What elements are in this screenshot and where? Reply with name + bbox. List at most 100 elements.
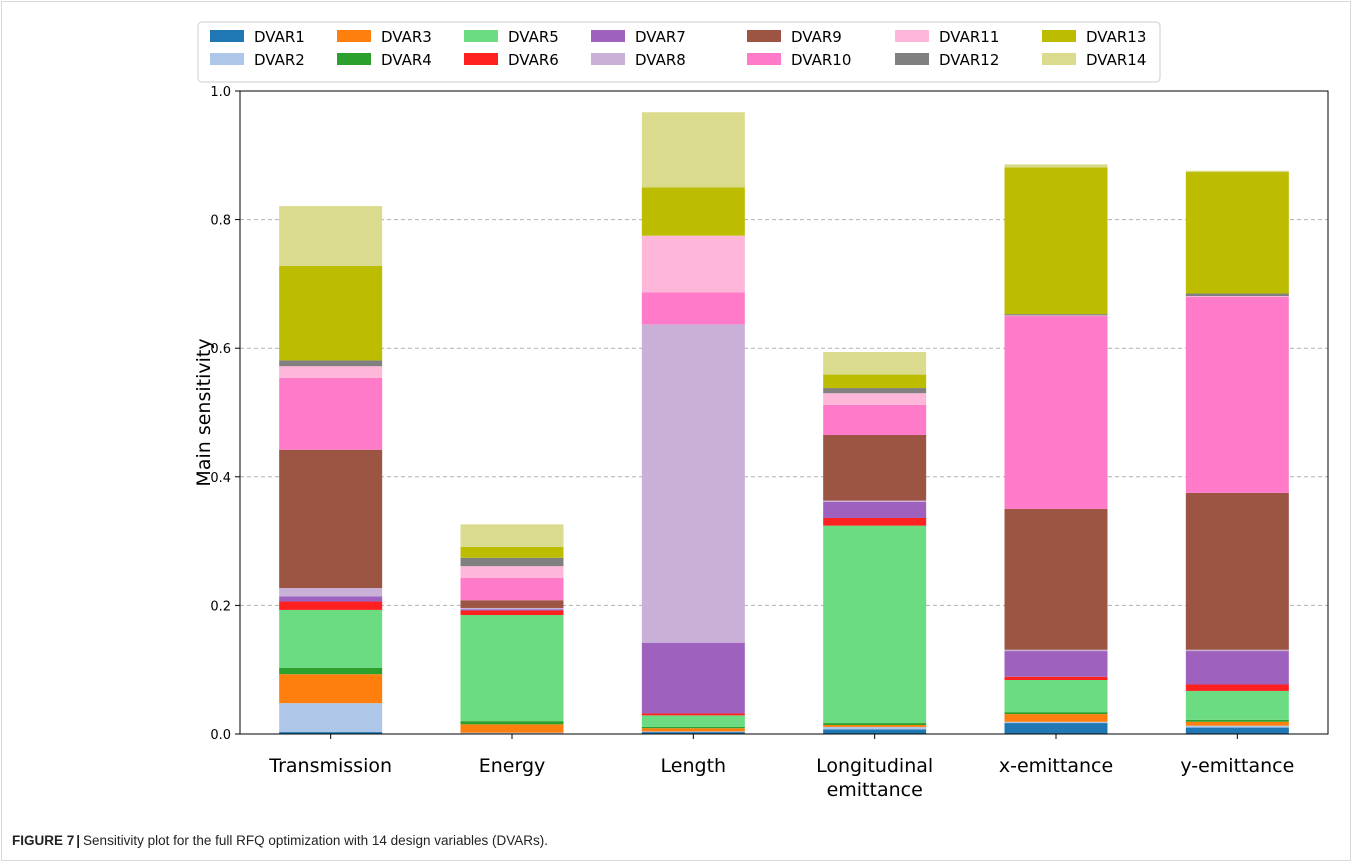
- y-axis-label: Main sensitivity: [193, 338, 215, 486]
- bar-segment: [279, 703, 383, 733]
- bar-segment: [1185, 651, 1289, 685]
- legend-item-dvar8: DVAR8: [591, 51, 686, 69]
- bar-segment: [460, 732, 564, 734]
- legend-swatch: [747, 30, 781, 42]
- bar-segment: [641, 187, 745, 236]
- bar-segment: [641, 732, 745, 734]
- y-tick-label: 0.0: [210, 728, 231, 743]
- bar-segment: [641, 112, 745, 188]
- legend-item-dvar10: DVAR10: [747, 51, 851, 69]
- bar-segment: [460, 566, 564, 578]
- bar-segment: [279, 265, 383, 361]
- bar-segment: [1004, 721, 1108, 724]
- bar-segment: [641, 731, 745, 733]
- bar-segment: [460, 546, 564, 558]
- bar-segment: [279, 206, 383, 266]
- legend-item-dvar9: DVAR9: [747, 28, 842, 46]
- bar-segment: [279, 588, 383, 597]
- legend-item-dvar2: DVAR2: [210, 51, 305, 69]
- bar-segment: [823, 517, 927, 526]
- bar-segment: [823, 500, 927, 502]
- bar-segment: [460, 724, 564, 733]
- legend-swatch: [747, 53, 781, 65]
- legend-label: DVAR4: [381, 51, 432, 69]
- bar-segment: [1185, 721, 1289, 726]
- y-tick-label: 1.0: [210, 85, 231, 100]
- legend-swatch: [337, 30, 371, 42]
- bar-segment: [1185, 170, 1289, 173]
- x-tick-label: Length: [661, 755, 727, 777]
- legend-swatch: [210, 53, 244, 65]
- bar-segment: [460, 610, 564, 616]
- legend-item-dvar5: DVAR5: [464, 28, 559, 46]
- bar-segment: [1004, 714, 1108, 722]
- bar-segment: [1185, 296, 1289, 297]
- bar-segment: [641, 728, 745, 732]
- x-axis: Transmission Energy Length Longitudinalemit…: [268, 734, 1294, 801]
- bar-stack-4: [1004, 164, 1108, 734]
- y-axis: 0.0 0.2 0.4 0.6 0.8 1.0: [210, 85, 240, 743]
- bar-segment: [823, 726, 927, 730]
- bar-stacks: [279, 112, 1289, 734]
- bar-segment: [1185, 296, 1289, 493]
- bar-segment: [460, 609, 564, 611]
- bar-segment: [823, 729, 927, 734]
- bar-segment: [1004, 167, 1108, 315]
- legend-item-dvar13: DVAR13: [1042, 28, 1146, 46]
- legend-item-dvar12: DVAR12: [895, 51, 999, 69]
- bar-segment: [279, 449, 383, 589]
- bar-segment: [1185, 649, 1289, 652]
- bar-segment: [641, 715, 745, 727]
- legend-swatch: [210, 30, 244, 42]
- figure-caption: FIGURE 7 | Sensitivity plot for the full R…: [12, 833, 548, 848]
- bar-segment: [823, 374, 927, 389]
- legend: DVAR1 DVAR2 DVAR3 DVAR4 DVAR5 DVAR6 DVAR7 DVAR8…: [197, 21, 1161, 83]
- x-tick-label: Longitudinal: [816, 755, 933, 777]
- legend-label: DVAR8: [635, 51, 686, 69]
- bar-segment: [1185, 727, 1289, 734]
- caption-text: Sensitivity plot for the full RFQ optimi…: [83, 833, 548, 848]
- bar-segment: [279, 377, 383, 450]
- bar-segment: [1185, 293, 1289, 297]
- bar-segment: [1004, 164, 1108, 168]
- legend-item-dvar14: DVAR14: [1042, 51, 1146, 69]
- bar-segment: [1004, 649, 1108, 652]
- bar-segment: [1185, 719, 1289, 722]
- bar-segment: [1185, 690, 1289, 720]
- bar-segment: [641, 235, 745, 293]
- bar-segment: [823, 388, 927, 394]
- bar-stack-5: [1185, 170, 1289, 734]
- bar-segment: [1004, 712, 1108, 715]
- legend-label: DVAR5: [508, 28, 559, 46]
- bar-segment: [641, 726, 745, 729]
- bar-segment: [1004, 315, 1108, 317]
- bar-segment: [460, 524, 564, 547]
- legend-label: DVAR14: [1086, 51, 1146, 69]
- legend-label: DVAR2: [254, 51, 305, 69]
- bar-segment: [823, 393, 927, 405]
- bar-segment: [279, 596, 383, 602]
- x-tick-label: x-emittance: [999, 755, 1113, 777]
- legend-item-dvar1: DVAR1: [210, 28, 305, 46]
- legend-swatch: [591, 53, 625, 65]
- legend-label: DVAR1: [254, 28, 305, 46]
- legend-item-dvar4: DVAR4: [337, 51, 432, 69]
- x-tick-label: Transmission: [268, 755, 392, 777]
- y-tick-label: 0.2: [210, 599, 231, 614]
- bar-segment: [279, 609, 383, 668]
- bar-segment: [1004, 676, 1108, 680]
- bar-segment: [279, 360, 383, 367]
- bar-stack-3: [823, 352, 927, 734]
- x-tick-label: y-emittance: [1180, 755, 1294, 777]
- bar-segment: [641, 292, 745, 325]
- legend-label: DVAR13: [1086, 28, 1146, 46]
- bar-stack-1: [460, 524, 564, 734]
- bar-segment: [823, 525, 927, 724]
- bar-segment: [823, 352, 927, 375]
- bar-segment: [279, 732, 383, 734]
- legend-label: DVAR12: [939, 51, 999, 69]
- bar-segment: [823, 724, 927, 727]
- legend-swatch: [464, 53, 498, 65]
- bar-segment: [823, 723, 927, 725]
